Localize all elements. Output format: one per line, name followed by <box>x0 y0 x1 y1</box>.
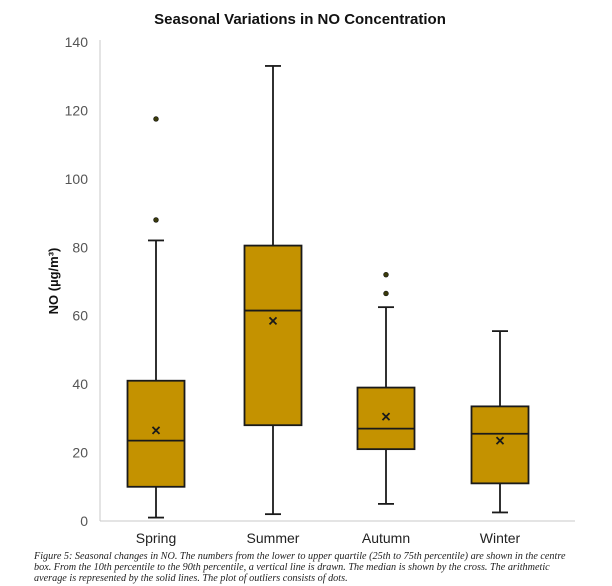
mean-marker-stroke <box>151 426 161 435</box>
x-tick-label: Winter <box>480 530 521 546</box>
x-tick-label: Autumn <box>362 530 410 546</box>
y-tick-label: 40 <box>72 376 88 392</box>
y-tick-label: 0 <box>80 513 88 529</box>
y-tick-label: 60 <box>72 308 88 324</box>
outlier-point <box>383 271 389 278</box>
mean-marker-stroke <box>268 316 278 325</box>
y-tick-label: 100 <box>65 171 89 187</box>
x-tick-label: Summer <box>247 530 300 546</box>
x-axis: Spring Summer Autumn Winter <box>100 520 575 546</box>
box-iqr <box>356 386 416 451</box>
box-iqr <box>470 405 530 485</box>
box-plot-chart: Seasonal Variations in NO Concentration … <box>46 11 575 546</box>
y-tick-label: 140 <box>65 34 89 50</box>
box-spring <box>126 116 186 519</box>
outlier-point <box>153 217 159 223</box>
mean-marker-stroke <box>381 412 391 421</box>
mean-marker <box>151 426 161 435</box>
mean-marker-stroke <box>495 436 505 445</box>
outlier-point <box>383 290 389 297</box>
y-tick-label: 80 <box>72 239 88 255</box>
mean-marker <box>495 436 505 445</box>
boxes <box>126 65 530 519</box>
mean-marker <box>381 412 391 421</box>
box-iqr <box>126 379 186 488</box>
figure-caption: Figure 5: Seasonal changes in NO. The nu… <box>34 551 566 584</box>
y-tick-label: 20 <box>72 445 88 461</box>
box-autumn <box>356 271 416 505</box>
outlier-point <box>153 116 159 122</box>
y-axis: 0 20 40 60 80 100 120 140 <box>65 34 101 529</box>
x-tick-label: Spring <box>136 530 176 546</box>
box-summer <box>243 65 303 516</box>
y-axis-label: NO (µg/m³) <box>46 248 61 315</box>
y-tick-label: 120 <box>65 102 89 118</box>
chart-title: Seasonal Variations in NO Concentration <box>154 11 446 28</box>
box-iqr <box>243 244 303 427</box>
mean-marker <box>268 316 278 325</box>
box-winter <box>470 330 530 514</box>
